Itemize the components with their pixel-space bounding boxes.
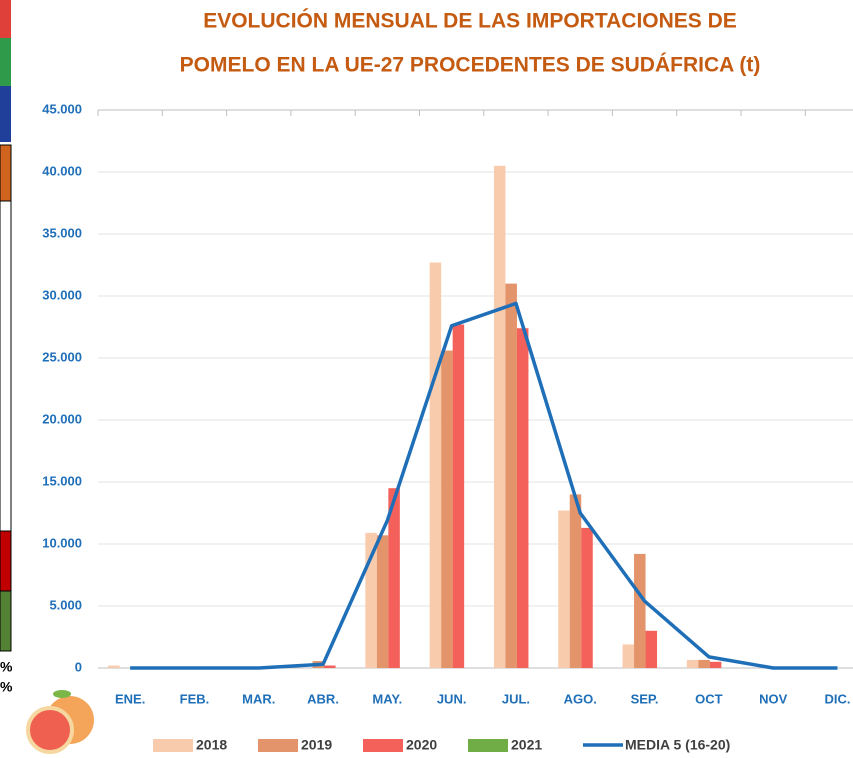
legend-label: 2020 xyxy=(406,737,437,753)
bar xyxy=(687,660,699,668)
background xyxy=(0,0,853,758)
y-tick-label: 45.000 xyxy=(42,101,82,116)
y-tick-label: 5.000 xyxy=(49,597,82,612)
y-tick-label: 35.000 xyxy=(42,225,82,240)
bar xyxy=(646,631,658,668)
legend-label: 2018 xyxy=(196,737,227,753)
side-block xyxy=(0,201,11,531)
legend-label: MEDIA 5 (16-20) xyxy=(625,737,730,753)
bar xyxy=(324,666,336,668)
bar xyxy=(581,528,593,668)
side-block xyxy=(0,145,11,201)
x-tick-label: SEP. xyxy=(631,691,659,706)
side-block xyxy=(0,591,11,651)
bar xyxy=(494,166,506,668)
bar xyxy=(430,263,442,668)
legend-swatch xyxy=(258,739,298,752)
x-tick-label: NOV xyxy=(759,691,788,706)
x-tick-label: MAY. xyxy=(372,691,402,706)
y-tick-label: 15.000 xyxy=(42,473,82,488)
bar xyxy=(517,328,529,668)
chart-title: EVOLUCIÓN MENSUAL DE LAS IMPORTACIONES D… xyxy=(203,9,737,33)
legend-swatch xyxy=(153,739,193,752)
side-block xyxy=(0,0,11,38)
y-tick-label: 40.000 xyxy=(42,163,82,178)
y-tick-label: 30.000 xyxy=(42,287,82,302)
fruit-icon xyxy=(28,708,72,752)
bar xyxy=(570,494,582,668)
legend-label: 2021 xyxy=(511,737,542,753)
bar xyxy=(505,284,517,668)
chart: %% EVOLUCIÓN MENSUAL DE LAS IMPORTACIONES… xyxy=(0,0,853,758)
side-block xyxy=(0,531,11,591)
side-block xyxy=(0,38,11,86)
x-tick-label: AGO. xyxy=(564,691,597,706)
side-block xyxy=(0,86,11,142)
x-tick-label: DIC. xyxy=(824,691,850,706)
bar xyxy=(634,554,646,668)
x-tick-label: ENE. xyxy=(115,691,145,706)
bar xyxy=(710,662,722,668)
bar xyxy=(441,351,453,668)
bar xyxy=(623,644,635,668)
legend-swatch xyxy=(363,739,403,752)
y-tick-label: 10.000 xyxy=(42,535,82,550)
bar xyxy=(558,511,570,668)
x-tick-label: JUN. xyxy=(437,691,467,706)
fruit-icon xyxy=(53,690,71,698)
bar xyxy=(453,325,465,668)
bar xyxy=(108,666,120,668)
legend-swatch xyxy=(468,739,508,752)
side-label: % xyxy=(0,659,13,675)
x-tick-label: ABR. xyxy=(307,691,339,706)
y-tick-label: 25.000 xyxy=(42,349,82,364)
x-tick-label: FEB. xyxy=(180,691,210,706)
x-tick-label: OCT xyxy=(695,691,723,706)
x-tick-label: JUL. xyxy=(502,691,530,706)
bar xyxy=(377,535,389,668)
bar xyxy=(698,660,710,668)
side-label: % xyxy=(0,679,13,695)
y-tick-label: 20.000 xyxy=(42,411,82,426)
chart-title: POMELO EN LA UE-27 PROCEDENTES DE SUDÁFR… xyxy=(180,54,761,77)
legend-label: 2019 xyxy=(301,737,332,753)
x-tick-label: MAR. xyxy=(242,691,275,706)
y-tick-label: 0 xyxy=(75,659,82,674)
